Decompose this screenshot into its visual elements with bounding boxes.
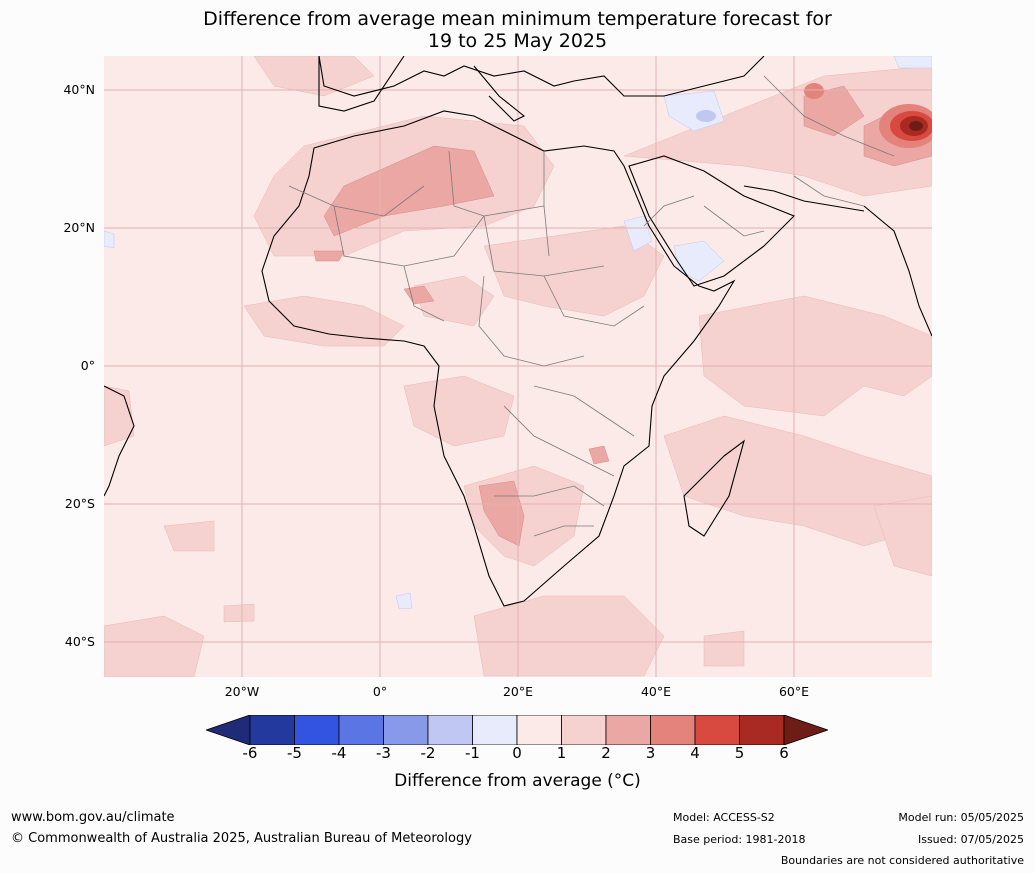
- colorbar-segment: [561, 714, 607, 746]
- colorbar-segment: [739, 714, 785, 746]
- anomaly-neg-core: [696, 110, 716, 122]
- colorbar-segment: [249, 714, 295, 746]
- colorbar-segment: [694, 714, 740, 746]
- base-period-text: Base period: 1981-2018: [673, 833, 806, 846]
- colorbar-tick-label: -4: [331, 744, 347, 762]
- colorbar-tick-label: -2: [420, 744, 436, 762]
- colorbar-svg: [204, 714, 830, 746]
- lon-label-20w: 20°W: [224, 684, 260, 699]
- issued-text: Issued: 07/05/2025: [917, 833, 1024, 846]
- colorbar-tick-label: 6: [779, 744, 789, 762]
- europe-coastline: [318, 55, 765, 97]
- anomaly-hotspot: [804, 83, 939, 148]
- colorbar-tick-label: 2: [601, 744, 611, 762]
- map-canvas: [103, 55, 939, 678]
- colorbar-tick-label: -6: [242, 744, 258, 762]
- disclaimer-text: Boundaries are not considered authoritat…: [780, 854, 1024, 867]
- lon-label-40e: 40°E: [640, 684, 672, 699]
- colorbar-segment: [516, 714, 562, 746]
- colorbar-segment: [338, 714, 384, 746]
- title-line-2: 19 to 25 May 2025: [427, 30, 608, 52]
- colorbar-segment: [294, 714, 340, 746]
- colorbar-tick-label: 5: [734, 744, 745, 762]
- website-link[interactable]: www.bom.gov.au/climate: [11, 810, 175, 825]
- iran-coastline: [743, 185, 865, 212]
- country-borders: [288, 75, 895, 537]
- colorbar-tick-label: -1: [465, 744, 480, 762]
- colorbar-over-arrow: [783, 714, 830, 746]
- africa-coastline: [261, 110, 736, 607]
- colorbar-tick-label: 4: [690, 744, 700, 762]
- iberia-coastline: [318, 55, 405, 112]
- colorbar-segment: [383, 714, 429, 746]
- colorbar-tick-label: 3: [645, 744, 656, 762]
- colorbar-tick-label: 1: [556, 744, 567, 762]
- colorbar-tick-label: 0: [512, 744, 522, 762]
- lat-label-20s: 20°S: [64, 496, 95, 511]
- lat-label-0: 0°: [80, 358, 95, 373]
- lat-label-20n: 20°N: [63, 220, 95, 235]
- colorbar-segment: [427, 714, 473, 746]
- lat-label-40n: 40°N: [63, 82, 95, 97]
- india-coastline: [863, 205, 933, 337]
- south-america-coastline: [103, 385, 135, 497]
- colorbar-tick-label: -5: [287, 744, 302, 762]
- colorbar-segment: [650, 714, 696, 746]
- map-gridlines: [104, 56, 932, 677]
- title-line-1: Difference from average mean minimum tem…: [203, 8, 832, 30]
- colorbar-segment: [605, 714, 651, 746]
- colorbar: [204, 714, 830, 746]
- colorbar-label: Difference from average (°C): [394, 771, 641, 791]
- lon-label-60e: 60°E: [778, 684, 810, 699]
- chart-title: Difference from average mean minimum tem…: [0, 8, 1035, 52]
- forecast-map: [103, 55, 939, 678]
- lon-label-0: 0°: [372, 684, 388, 699]
- lat-label-40s: 40°S: [64, 634, 95, 649]
- madagascar-coastline: [683, 439, 745, 537]
- coastlines: [103, 55, 933, 607]
- italy-coastline: [473, 65, 526, 122]
- colorbar-under-arrow: [204, 714, 251, 746]
- model-text: Model: ACCESS-S2: [673, 811, 775, 824]
- model-run-text: Model run: 05/05/2025: [898, 811, 1024, 824]
- colorbar-segment: [472, 714, 518, 746]
- lon-label-20e: 20°E: [502, 684, 534, 699]
- copyright-text: © Commonwealth of Australia 2025, Austra…: [11, 831, 472, 846]
- arabia-coastline: [628, 155, 795, 287]
- colorbar-tick-label: -3: [376, 744, 391, 762]
